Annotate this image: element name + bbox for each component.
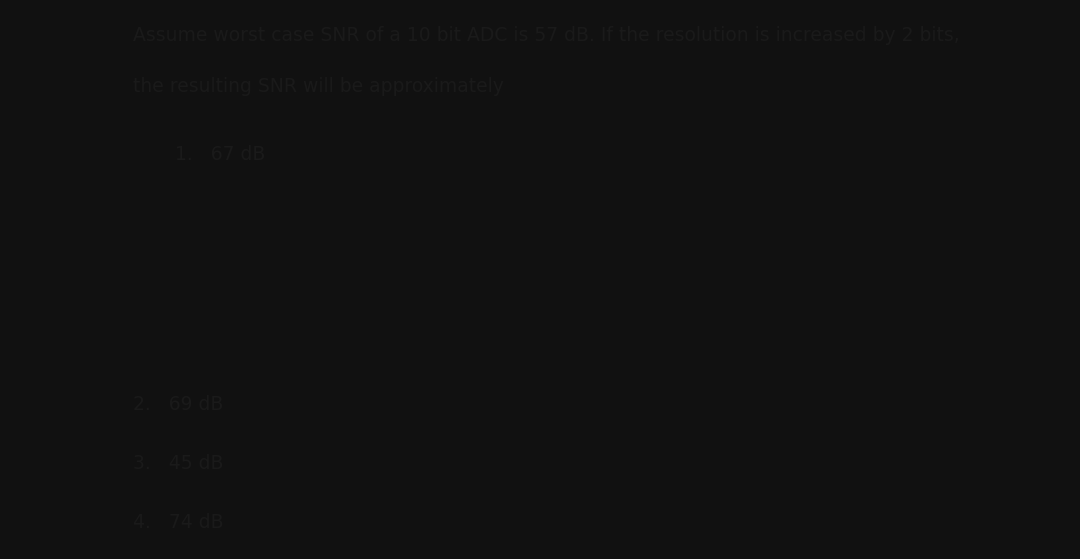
Text: 2.   69 dB: 2. 69 dB <box>133 396 222 414</box>
Text: the resulting SNR will be approximately: the resulting SNR will be approximately <box>133 77 503 96</box>
Text: 1.   67 dB: 1. 67 dB <box>175 145 266 164</box>
Text: 3.   45 dB: 3. 45 dB <box>133 454 222 473</box>
Text: Assume worst case SNR of a 10 bit ADC is 57 dB. If the resolution is increased b: Assume worst case SNR of a 10 bit ADC is… <box>133 26 959 45</box>
Text: 4.   74 dB: 4. 74 dB <box>133 513 224 532</box>
